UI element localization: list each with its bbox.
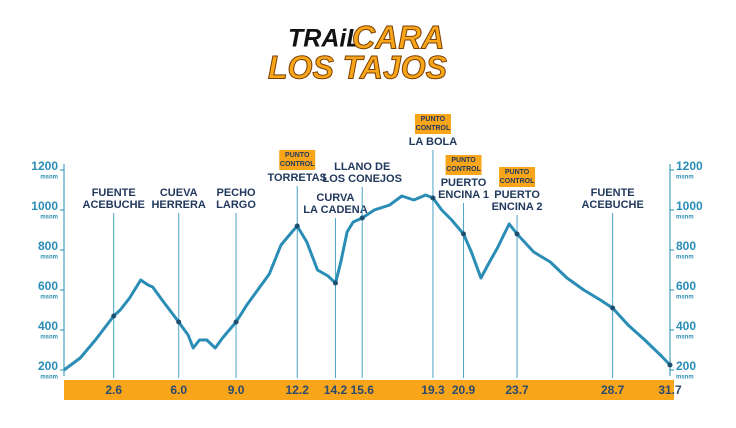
waypoint-label: ACEBUCHE bbox=[83, 199, 145, 211]
checkpoint-label: CONTROL bbox=[500, 178, 535, 185]
y-unit: msnm bbox=[40, 295, 58, 301]
waypoint-label: LOS CONEJOS bbox=[322, 173, 401, 185]
x-tick-label: 6.0 bbox=[170, 383, 187, 397]
waypoint-label: ENCINA 2 bbox=[492, 201, 543, 213]
y-unit: msnm bbox=[676, 215, 694, 221]
waypoint-dot bbox=[233, 319, 239, 325]
checkpoint-label: CONTROL bbox=[446, 166, 481, 173]
checkpoint-label: PUNTO bbox=[505, 169, 530, 176]
y-unit: msnm bbox=[676, 295, 694, 301]
y-unit: msnm bbox=[40, 255, 58, 261]
y-tick-label: 200 bbox=[38, 359, 58, 373]
y-unit: msnm bbox=[40, 375, 58, 381]
waypoint-label: LA CADENA bbox=[303, 204, 367, 216]
y-tick-label: 800 bbox=[38, 239, 58, 253]
y-unit: msnm bbox=[676, 335, 694, 341]
waypoint-dot bbox=[461, 231, 467, 237]
x-tick-label: 28.7 bbox=[601, 383, 625, 397]
checkpoint-badge bbox=[414, 114, 451, 134]
checkpoint-label: CONTROL bbox=[416, 125, 451, 132]
waypoint-dot bbox=[176, 319, 182, 325]
waypoint-label: TORRETAS bbox=[267, 172, 327, 184]
waypoint-label: FUENTE bbox=[591, 187, 635, 199]
y-tick-label: 1000 bbox=[31, 199, 58, 213]
checkpoint-label: PUNTO bbox=[285, 152, 310, 159]
y-unit: msnm bbox=[676, 175, 694, 181]
y-unit: msnm bbox=[40, 175, 58, 181]
y-tick-label: 200 bbox=[676, 359, 696, 373]
waypoint-dot bbox=[359, 215, 365, 221]
waypoint-label: PUERTO bbox=[494, 189, 540, 201]
waypoint-label: FUENTE bbox=[92, 187, 136, 199]
x-tick-label: 14.2 bbox=[324, 383, 348, 397]
waypoint-dot bbox=[332, 280, 338, 286]
checkpoint-badge bbox=[279, 150, 316, 170]
checkpoint-label: PUNTO bbox=[451, 157, 476, 164]
elevation-profile bbox=[63, 193, 672, 372]
logo-text: LOS TAJOS bbox=[268, 49, 448, 85]
y-unit: msnm bbox=[40, 335, 58, 341]
waypoint-label: HERRERA bbox=[151, 199, 205, 211]
waypoint-label: LLANO DE bbox=[334, 161, 390, 173]
logo-text: CARA bbox=[352, 19, 444, 55]
waypoint-label: CUEVA bbox=[160, 187, 198, 199]
checkpoint-label: PUNTO bbox=[421, 116, 446, 123]
waypoint-label: CURVA bbox=[316, 192, 354, 204]
checkpoint-badge bbox=[445, 155, 482, 175]
x-tick-label: 12.2 bbox=[286, 383, 310, 397]
waypoint-label: LARGO bbox=[216, 199, 256, 211]
y-tick-label: 400 bbox=[676, 319, 696, 333]
waypoint-dot bbox=[667, 362, 673, 368]
waypoint-dot bbox=[294, 223, 300, 229]
y-unit: msnm bbox=[676, 375, 694, 381]
x-tick-label: 2.6 bbox=[105, 383, 122, 397]
y-tick-label: 1200 bbox=[31, 159, 58, 173]
waypoint-dot bbox=[514, 231, 520, 237]
y-unit: msnm bbox=[40, 215, 58, 221]
x-tick-label: 20.9 bbox=[452, 383, 476, 397]
x-tick-label: 31.7 bbox=[658, 383, 682, 397]
waypoint-label: ACEBUCHE bbox=[581, 199, 643, 211]
waypoint-dot bbox=[610, 305, 616, 311]
waypoint-label: PECHO bbox=[216, 187, 256, 199]
y-tick-label: 1000 bbox=[676, 199, 703, 213]
x-tick-label: 19.3 bbox=[421, 383, 445, 397]
checkpoint-badge bbox=[499, 167, 536, 187]
x-tick-label: 23.7 bbox=[505, 383, 529, 397]
waypoint-label: LA BOLA bbox=[409, 136, 458, 148]
x-tick-label: 9.0 bbox=[228, 383, 245, 397]
y-tick-label: 1200 bbox=[676, 159, 703, 173]
logo-text: TRAiL bbox=[288, 25, 362, 53]
km-bar bbox=[64, 380, 674, 400]
waypoint-dot bbox=[111, 313, 117, 319]
y-tick-label: 600 bbox=[38, 279, 58, 293]
checkpoint-label: CONTROL bbox=[280, 161, 315, 168]
y-unit: msnm bbox=[676, 255, 694, 261]
waypoint-label: PUERTO bbox=[441, 177, 487, 189]
x-tick-label: 15.6 bbox=[351, 383, 375, 397]
waypoint-label: ENCINA 1 bbox=[438, 189, 489, 201]
waypoint-dot bbox=[430, 195, 436, 201]
y-tick-label: 600 bbox=[676, 279, 696, 293]
y-tick-label: 800 bbox=[676, 239, 696, 253]
y-tick-label: 400 bbox=[38, 319, 58, 333]
